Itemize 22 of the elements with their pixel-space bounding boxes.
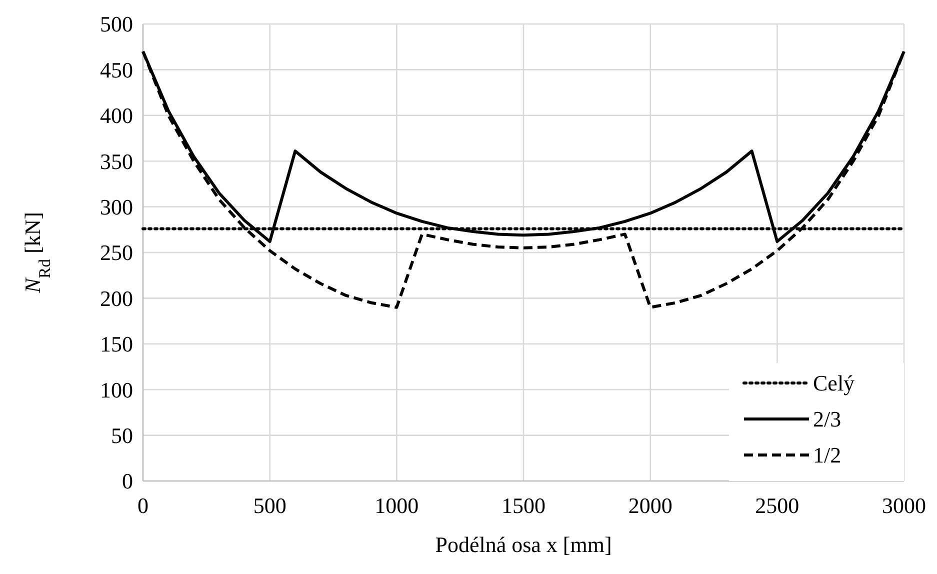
y-tick-label: 450 — [100, 57, 133, 82]
x-tick-label: 1000 — [374, 493, 419, 518]
y-tick-label: 400 — [100, 103, 133, 128]
x-tick-label: 2500 — [755, 493, 800, 518]
y-tick-label: 350 — [100, 148, 133, 174]
x-axis-title: Podélná osa x [mm] — [435, 532, 612, 557]
x-tick-label: 0 — [138, 493, 148, 518]
legend-label: Celý — [813, 370, 855, 396]
x-tick-label: 1500 — [502, 493, 546, 518]
legend-label: 2/3 — [813, 406, 842, 432]
y-tick-label: 200 — [100, 286, 133, 311]
x-tick-label: 2000 — [628, 493, 672, 518]
y-tick-label: 50 — [111, 423, 133, 448]
x-tick-label: 500 — [253, 493, 286, 518]
y-tick-label: 300 — [100, 194, 133, 220]
y-tick-label: 500 — [100, 12, 133, 37]
legend-label: 1/2 — [813, 442, 842, 468]
x-tick-label: 3000 — [882, 493, 926, 518]
y-tick-label: 250 — [100, 240, 133, 266]
y-tick-label: 150 — [100, 332, 133, 357]
y-tick-label: 100 — [100, 377, 133, 402]
y-tick-label: 0 — [122, 468, 133, 494]
